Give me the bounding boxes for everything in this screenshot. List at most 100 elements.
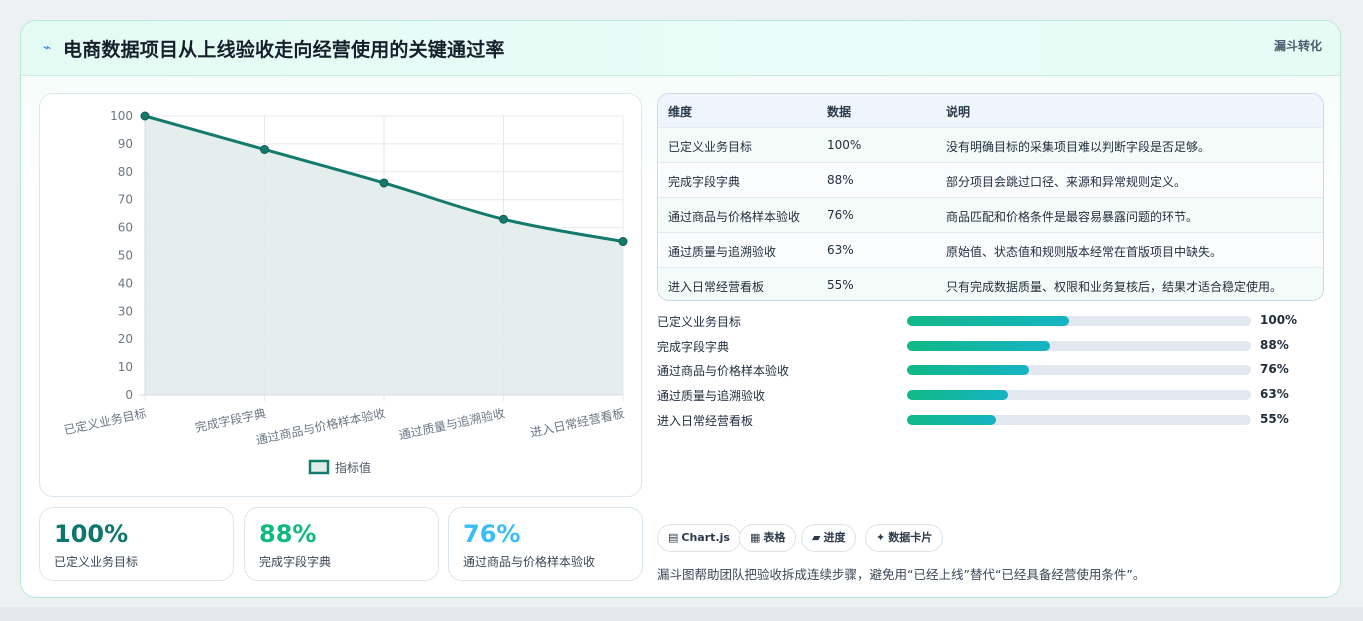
progress-label: 进入日常经营看板 [657, 414, 754, 428]
y-tick-label: 30 [118, 304, 133, 318]
progress-fill [907, 415, 996, 425]
sparkle-icon: ✦ [876, 531, 886, 544]
progress-label: 通过质量与追溯验收 [657, 389, 766, 403]
progress-value: 55% [1260, 412, 1289, 426]
column-header: 维度 [668, 105, 693, 119]
series-area [145, 116, 623, 395]
progress-track [907, 316, 1251, 326]
x-tick-label: 完成字段字典 [194, 405, 268, 435]
kpi-value: 100% [54, 520, 129, 548]
data-point [140, 111, 150, 121]
table-header-row: 维度 数据 说明 [658, 94, 1323, 127]
table-cell: 通过商品与价格样本验收 [668, 210, 801, 224]
footnote: 漏斗图帮助团队把验收拆成连续步骤，避免用“已经上线”替代“已经具备经营使用条件”… [657, 567, 1146, 582]
x-tick-label: 进入日常经营看板 [529, 406, 626, 440]
line-chart: 0 10 20 30 40 50 60 70 80 90 100 已定义业务目标 完成字段字典通过商品与… [62, 109, 628, 475]
progress-track [907, 341, 1251, 351]
data-point [618, 237, 628, 247]
y-tick-label: 0 [125, 388, 133, 402]
table-cell: 100% [827, 138, 862, 152]
progress-list: 已定义业务目标 100% 完成字段字典 88% 通过商品与价格样本验收 76% … [657, 311, 1327, 481]
progress-value: 88% [1260, 338, 1289, 352]
table-row: 通过质量与追溯验收 63% 原始值、状态值和规则版本经常在首版项目中缺失。 [658, 232, 1323, 267]
table-cell: 完成字段字典 [668, 175, 741, 189]
progress-fill [907, 341, 1050, 351]
table-cell: 没有明确目标的采集项目难以判断字段是否足够。 [946, 140, 1211, 154]
x-tick-label: 已定义业务目标 [62, 405, 147, 437]
pill-data-card[interactable]: ✦ 数据卡片 [865, 524, 944, 552]
column-header: 数据 [827, 105, 852, 119]
progress-row: 完成字段字典 88% [657, 336, 1327, 356]
progress-label: 已定义业务目标 [657, 315, 742, 329]
data-point [260, 144, 269, 154]
y-tick-label: 20 [118, 332, 133, 346]
table-cell: 55% [827, 278, 854, 292]
data-point [499, 214, 508, 224]
progress-value: 63% [1260, 387, 1289, 401]
pill-label: 表格 [763, 531, 786, 544]
progress-icon: ▰ [812, 531, 821, 544]
column-header: 说明 [946, 105, 971, 119]
progress-fill [907, 316, 1069, 326]
legend-swatch [308, 459, 330, 475]
chart-type-tag: 漏斗转化 [1273, 39, 1322, 53]
y-tick-label: 40 [118, 276, 133, 290]
y-tick-label: 70 [118, 193, 133, 207]
x-tick-label: 通过质量与追溯验收 [397, 405, 506, 442]
x-tick-label: 通过商品与价格样本验收 [254, 405, 386, 447]
progress-row: 通过质量与追溯验收 63% [657, 385, 1327, 405]
pill-label: Chart.js [681, 531, 730, 544]
table-cell: 商品匹配和价格条件是最容易暴露问题的环节。 [946, 210, 1199, 224]
page-bottom-strip [0, 607, 1363, 621]
progress-row: 通过商品与价格样本验收 76% [657, 360, 1327, 380]
progress-row: 进入日常经营看板 55% [657, 410, 1327, 430]
table-cell: 进入日常经营看板 [668, 280, 765, 294]
kpi-label: 完成字段字典 [259, 555, 332, 569]
card-header: ⌁ 电商数据项目从上线验收走向经营使用的关键通过率 漏斗转化 [21, 21, 1340, 76]
main-card: ⌁ 电商数据项目从上线验收走向经营使用的关键通过率 漏斗转化 0 10 20 30 40… [20, 20, 1341, 598]
table-row: 通过商品与价格样本验收 76% 商品匹配和价格条件是最容易暴露问题的环节。 [658, 197, 1323, 232]
table-row: 完成字段字典 88% 部分项目会跳过口径、来源和异常规则定义。 [658, 162, 1323, 197]
progress-row: 已定义业务目标 100% [657, 311, 1327, 331]
y-tick-label: 100 [110, 109, 133, 123]
kpi-card: 88% 完成字段字典 [244, 507, 439, 581]
pill-chartjs[interactable]: ▤ Chart.js [657, 524, 741, 552]
table-cell: 已定义业务目标 [668, 140, 753, 154]
pill-progress[interactable]: ▰ 进度 [801, 524, 857, 552]
lightning-icon: ⌁ [43, 40, 52, 56]
kpi-label: 通过商品与价格样本验收 [463, 555, 596, 569]
progress-track [907, 415, 1251, 425]
y-tick-label: 10 [118, 360, 133, 374]
data-point [379, 178, 389, 188]
table-cell: 通过质量与追溯验收 [668, 245, 777, 259]
table-cell: 原始值、状态值和规则版本经常在首版项目中缺失。 [946, 245, 1223, 259]
kpi-card: 76% 通过商品与价格样本验收 [448, 507, 643, 581]
y-tick-label: 50 [118, 249, 133, 263]
kpi-value: 88% [259, 520, 317, 548]
chart-panel: 0 10 20 30 40 50 60 70 80 90 100 已定义业务目标 完成字段字典 通过商品与… [39, 93, 642, 497]
progress-label: 通过商品与价格样本验收 [657, 364, 790, 378]
data-table: 维度 数据 说明 已定义业务目标 100% 没有明确目标的采集项目难以判断字段是… [657, 93, 1324, 301]
table-cell: 63% [827, 243, 854, 257]
kpi-card: 100% 已定义业务目标 [39, 507, 234, 581]
legend-label: 指标值 [335, 460, 371, 475]
kpi-value: 76% [463, 520, 521, 548]
y-tick-label: 90 [118, 137, 133, 151]
page-title: 电商数据项目从上线验收走向经营使用的关键通过率 [63, 39, 505, 61]
progress-track [907, 365, 1251, 375]
pill-label: 进度 [823, 531, 846, 544]
table-cell: 只有完成数据质量、权限和业务复核后，结果才适合稳定使用。 [946, 280, 1283, 294]
progress-value: 100% [1260, 313, 1298, 327]
progress-fill [907, 390, 1009, 400]
table-row: 已定义业务目标 100% 没有明确目标的采集项目难以判断字段是否足够。 [658, 127, 1323, 162]
y-tick-label: 80 [118, 165, 133, 179]
y-tick-label: 60 [118, 221, 133, 235]
progress-track [907, 390, 1251, 400]
table-cell: 76% [827, 208, 854, 222]
progress-fill [907, 365, 1030, 375]
chart-icon: ▤ [668, 531, 679, 544]
table-icon: ▦ [750, 531, 761, 544]
pill-table[interactable]: ▦ 表格 [739, 524, 797, 552]
kpi-label: 已定义业务目标 [54, 555, 139, 569]
progress-label: 完成字段字典 [657, 340, 730, 354]
